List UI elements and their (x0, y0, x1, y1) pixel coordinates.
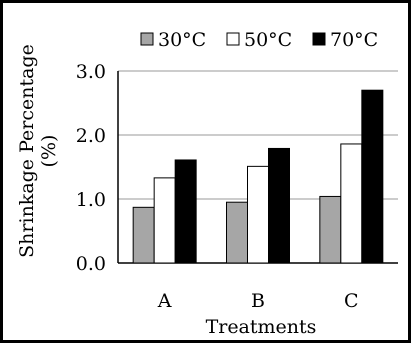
bar-A-50°C (153, 177, 176, 264)
y-tick-label: 3.0 (76, 61, 106, 83)
y-tick-label: 1.0 (76, 189, 106, 211)
x-tick-label: B (251, 290, 265, 312)
y-tick-label: 2.0 (76, 125, 106, 147)
x-tick-label: C (344, 290, 359, 312)
bar-chart: 30°C 50°C 70°C Shrinkage Percentage (%) 0.… (16, 29, 398, 338)
bar-A-70°C (174, 159, 197, 264)
legend-label: 50°C (244, 29, 292, 51)
legend-swatch (140, 32, 154, 46)
bar-C-70°C (361, 89, 384, 264)
plot-area: 0.0 1.0 2.0 3.0 A B C (76, 61, 398, 312)
y-axis-title-line2: (%) (38, 135, 60, 168)
bar-A-30°C (132, 206, 155, 264)
bar-B-30°C (226, 201, 248, 264)
bar-B-70°C (268, 147, 290, 264)
legend-label: 70°C (330, 29, 378, 51)
bar-C-30°C (319, 195, 342, 264)
bar-C-50°C (340, 143, 363, 264)
bar-B-50°C (247, 165, 269, 264)
legend-swatch (312, 32, 326, 46)
legend-label: 30°C (158, 29, 206, 51)
legend-swatch (226, 32, 240, 46)
y-tick-label: 0.0 (76, 253, 106, 275)
y-axis-title: Shrinkage Percentage (%) (16, 44, 60, 258)
y-axis-title-line1: Shrinkage Percentage (16, 44, 38, 258)
x-tick-label: A (157, 290, 172, 312)
x-axis-title: Treatments (206, 316, 317, 338)
legend: 30°C 50°C 70°C (140, 29, 378, 51)
